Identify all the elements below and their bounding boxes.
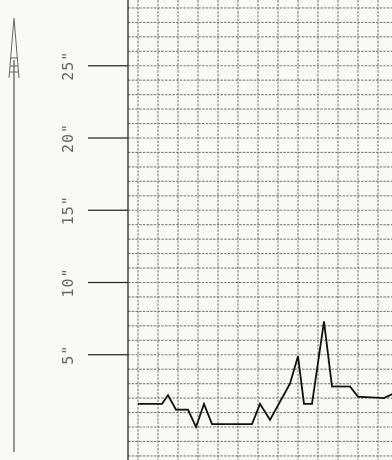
series-group bbox=[138, 321, 392, 430]
vertical-arrow bbox=[8, 17, 20, 452]
series-line bbox=[138, 321, 392, 430]
grid bbox=[127, 0, 392, 460]
y-tick-label: 20" bbox=[59, 123, 77, 153]
y-tick-label: 25" bbox=[59, 51, 77, 81]
y-axis: 5" 10" 15" 20" 25" bbox=[59, 51, 128, 365]
y-tick-label: 5" bbox=[59, 345, 77, 365]
y-tick-label: 10" bbox=[59, 267, 77, 297]
y-tick-label: 15" bbox=[59, 195, 77, 225]
arrow-up-icon bbox=[8, 17, 20, 79]
